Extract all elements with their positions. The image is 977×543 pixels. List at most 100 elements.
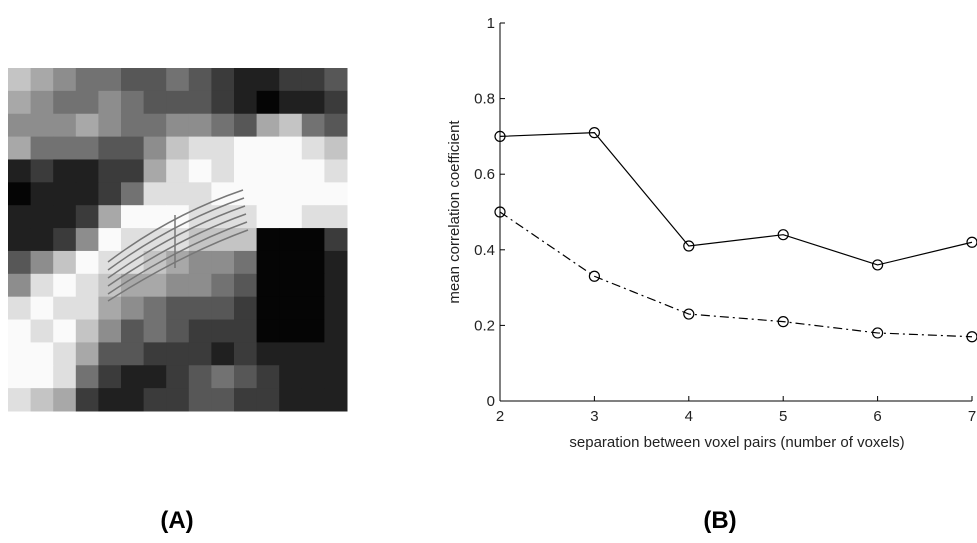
- voxel: [279, 274, 302, 297]
- voxel: [166, 182, 189, 205]
- voxel: [189, 91, 212, 114]
- voxel: [302, 68, 325, 91]
- voxel: [324, 365, 347, 388]
- voxel: [211, 320, 234, 343]
- voxel: [31, 251, 54, 274]
- voxel: [31, 68, 54, 91]
- voxel: [144, 388, 167, 411]
- voxel: [8, 365, 31, 388]
- voxel: [189, 274, 212, 297]
- voxel: [257, 297, 280, 320]
- y-tick-label: 0.6: [474, 166, 495, 183]
- voxel: [234, 91, 257, 114]
- voxel: [8, 159, 31, 182]
- voxel: [53, 114, 76, 137]
- voxel: [166, 91, 189, 114]
- voxel: [189, 228, 212, 251]
- voxel: [31, 228, 54, 251]
- voxel: [324, 182, 347, 205]
- voxel: [8, 320, 31, 343]
- voxel: [234, 182, 257, 205]
- y-tick-label: 0: [487, 393, 495, 410]
- voxel: [189, 365, 212, 388]
- voxel: [324, 205, 347, 228]
- voxel: [279, 137, 302, 160]
- voxel: [144, 320, 167, 343]
- voxel: [189, 342, 212, 365]
- voxel: [31, 388, 54, 411]
- x-tick-label: 4: [685, 408, 693, 425]
- y-tick-label: 0.4: [474, 242, 495, 259]
- voxel: [98, 137, 121, 160]
- voxel: [324, 274, 347, 297]
- voxel-image: [8, 68, 348, 412]
- voxel: [76, 320, 99, 343]
- voxel: [76, 205, 99, 228]
- voxel: [121, 297, 144, 320]
- voxel: [53, 91, 76, 114]
- voxel: [98, 68, 121, 91]
- voxel: [31, 365, 54, 388]
- voxel: [76, 182, 99, 205]
- voxel: [8, 182, 31, 205]
- voxel: [8, 228, 31, 251]
- voxel: [166, 342, 189, 365]
- voxel: [76, 137, 99, 160]
- voxel: [324, 297, 347, 320]
- voxel: [211, 297, 234, 320]
- voxel: [211, 342, 234, 365]
- series-line: [500, 133, 972, 265]
- voxel: [324, 342, 347, 365]
- voxel: [121, 388, 144, 411]
- voxel: [211, 68, 234, 91]
- voxel: [53, 68, 76, 91]
- voxel: [8, 91, 31, 114]
- voxel: [234, 114, 257, 137]
- voxel: [189, 114, 212, 137]
- voxel: [324, 137, 347, 160]
- voxel: [31, 137, 54, 160]
- voxel: [302, 159, 325, 182]
- voxel: [98, 159, 121, 182]
- voxel: [121, 182, 144, 205]
- panel-label: (B): [703, 507, 736, 534]
- voxel: [279, 228, 302, 251]
- series-line: [500, 212, 972, 337]
- voxel: [8, 205, 31, 228]
- voxel: [302, 182, 325, 205]
- voxel: [257, 137, 280, 160]
- x-tick-label: 6: [873, 408, 881, 425]
- voxel: [53, 228, 76, 251]
- voxel: [302, 205, 325, 228]
- voxel: [98, 365, 121, 388]
- x-tick-label: 7: [968, 408, 976, 425]
- voxel: [8, 388, 31, 411]
- voxel: [53, 274, 76, 297]
- voxel: [234, 342, 257, 365]
- voxel: [8, 297, 31, 320]
- voxel: [121, 365, 144, 388]
- voxel: [98, 182, 121, 205]
- voxel: [166, 274, 189, 297]
- voxel: [53, 159, 76, 182]
- voxel: [53, 365, 76, 388]
- voxel: [257, 274, 280, 297]
- voxel: [98, 228, 121, 251]
- voxel: [257, 342, 280, 365]
- voxel: [211, 137, 234, 160]
- x-tick-label: 3: [590, 408, 598, 425]
- voxel: [31, 205, 54, 228]
- voxel: [121, 342, 144, 365]
- voxel: [144, 91, 167, 114]
- voxel: [302, 228, 325, 251]
- voxel: [279, 91, 302, 114]
- voxel: [279, 182, 302, 205]
- voxel: [98, 114, 121, 137]
- voxel: [279, 205, 302, 228]
- voxel: [166, 159, 189, 182]
- voxel: [76, 342, 99, 365]
- voxel: [8, 274, 31, 297]
- voxel: [53, 297, 76, 320]
- voxel: [302, 320, 325, 343]
- voxel: [8, 68, 31, 91]
